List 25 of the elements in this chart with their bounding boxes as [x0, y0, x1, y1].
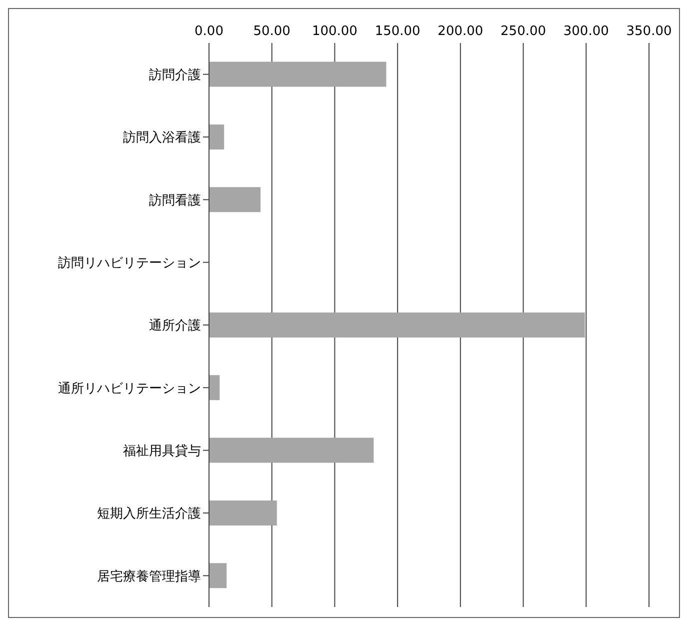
y-tick-label: 訪問リハビリテーション	[58, 256, 201, 271]
x-tick-label: 300.00	[563, 24, 609, 39]
bar	[209, 500, 277, 526]
bar	[209, 124, 224, 150]
x-tick-label: 0.00	[194, 24, 224, 39]
y-tick-label: 訪問入浴看護	[123, 130, 201, 146]
bar	[209, 187, 261, 212]
y-tick-label: 短期入所生活介護	[97, 506, 201, 522]
x-tick-label: 50.00	[253, 24, 290, 39]
y-tick-label: 通所リハビリテーション	[58, 381, 201, 396]
bar	[209, 312, 585, 338]
bar	[209, 438, 374, 463]
bar	[209, 62, 386, 87]
x-tick-label: 150.00	[374, 24, 420, 39]
y-tick-label: 訪問看護	[149, 193, 201, 208]
y-tick-label: 訪問介護	[149, 68, 201, 83]
x-tick-label: 100.00	[312, 24, 358, 39]
x-tick-label: 350.00	[626, 24, 672, 39]
x-tick-label: 250.00	[500, 24, 546, 39]
x-tick-label: 200.00	[438, 24, 484, 39]
bar	[209, 563, 227, 588]
y-tick-label: 居宅療養管理指導	[97, 568, 201, 584]
y-tick-label: 福祉用具貸与	[123, 444, 201, 459]
y-tick-label: 通所介護	[149, 318, 201, 334]
bar	[209, 375, 220, 400]
